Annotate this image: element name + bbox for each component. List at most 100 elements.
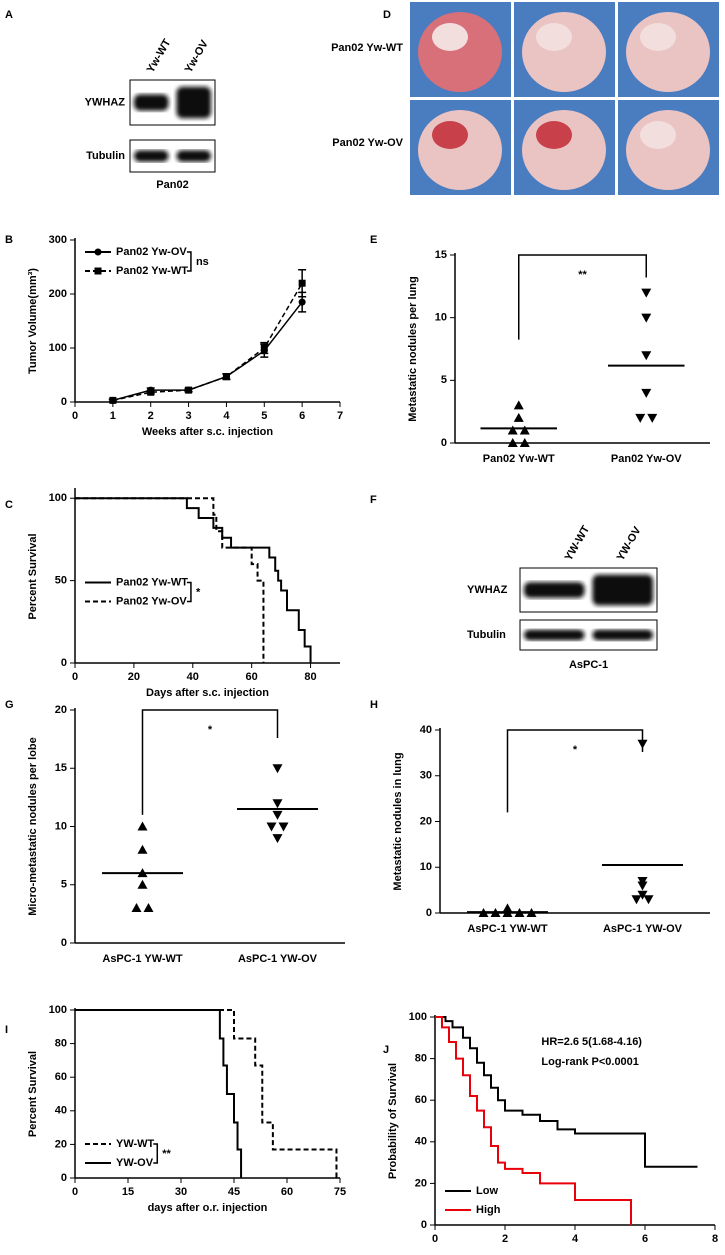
data-point — [137, 844, 148, 854]
y-tick-label: 40 — [55, 1105, 67, 1117]
category-label: AsPC-1 YW-OV — [603, 923, 683, 935]
lane-label: YW-WT — [563, 524, 593, 563]
lung — [522, 12, 606, 92]
data-point — [635, 413, 646, 423]
lane-label: Yw-WT — [145, 37, 174, 75]
panel-letter: B — [5, 234, 13, 246]
category-label: AsPC-1 YW-WT — [467, 923, 548, 935]
significance-bracket — [506, 729, 644, 813]
y-tick-label: 80 — [415, 1053, 427, 1065]
significance-label: ns — [196, 256, 209, 268]
y-axis-title: Percent Survival — [27, 1051, 39, 1137]
data-point — [519, 438, 530, 447]
data-point — [131, 903, 142, 913]
panel-letter: E — [370, 234, 377, 246]
legend-label: YW-WT — [116, 1138, 155, 1150]
data-point — [641, 288, 652, 298]
blot-band — [176, 86, 211, 119]
significance-label: * — [208, 724, 213, 736]
lung-lobe — [432, 121, 468, 149]
y-tick-label: 20 — [420, 815, 432, 827]
legend-label: Pan02 Yw-OV — [116, 246, 187, 258]
lung — [418, 110, 502, 190]
y-tick-label: 100 — [49, 1004, 67, 1016]
survival-curve — [75, 497, 265, 663]
legend-marker — [94, 267, 102, 275]
data-point — [513, 400, 524, 410]
row-label: Tubulin — [86, 150, 125, 162]
x-axis-title: days after o.r. injection — [148, 1202, 268, 1214]
legend-label: Pan02 Yw-WT — [116, 265, 188, 277]
survival-curve — [75, 497, 312, 663]
annotation: Log-rank P<0.0001 — [541, 1056, 639, 1068]
panel-letter: F — [370, 494, 377, 506]
panel-letter: G — [5, 699, 14, 711]
panel-letter: H — [370, 699, 378, 711]
y-axis-title: Metastatic nodules in lung — [392, 752, 404, 890]
panel-letter: J — [383, 1044, 389, 1056]
x-tick-label: 20 — [128, 671, 140, 683]
category-label: AsPC-1 YW-OV — [238, 953, 318, 965]
lung — [418, 12, 502, 92]
significance-bracket — [518, 254, 647, 340]
series-line — [112, 282, 303, 402]
lung-lobe — [432, 23, 468, 51]
x-tick-label: 80 — [304, 671, 316, 683]
category-label: Pan02 Yw-WT — [483, 453, 555, 465]
significance-label: * — [573, 744, 578, 756]
panel-letter: I — [5, 1024, 8, 1036]
x-tick-label: 8 — [712, 1233, 718, 1245]
x-tick-label: 6 — [299, 410, 305, 422]
row-label: Pan02 Yw-WT — [331, 42, 403, 54]
row-label: YWHAZ — [85, 96, 126, 108]
data-point — [641, 388, 652, 398]
x-tick-label: 2 — [148, 410, 154, 422]
blot-band — [524, 582, 585, 598]
lane-label: YW-OV — [615, 524, 644, 563]
survival-curve — [75, 1009, 243, 1178]
data-point — [513, 412, 524, 422]
y-tick-label: 0 — [61, 396, 67, 408]
lung — [626, 110, 710, 190]
legend-label: High — [476, 1204, 501, 1216]
blot-band — [592, 574, 653, 606]
y-tick-label: 40 — [415, 1136, 427, 1148]
y-tick-label: 20 — [55, 1138, 67, 1150]
data-point — [643, 895, 654, 905]
panel-letter: A — [5, 9, 13, 21]
x-tick-label: 5 — [261, 410, 267, 422]
survival-curve — [75, 1009, 338, 1178]
significance-bracket — [141, 709, 279, 815]
row-label: YWHAZ — [467, 584, 508, 596]
category-label: AsPC-1 YW-WT — [102, 953, 183, 965]
y-tick-label: 50 — [55, 575, 67, 587]
x-tick-label: 3 — [186, 410, 192, 422]
x-tick-label: 6 — [642, 1233, 648, 1245]
data-point — [298, 298, 306, 306]
lung-lobe — [536, 23, 572, 51]
y-tick-label: 100 — [409, 1011, 427, 1023]
data-point — [637, 876, 648, 886]
y-tick-label: 100 — [49, 342, 67, 354]
annotation: HR=2.6 5(1.68-4.16) — [541, 1036, 642, 1048]
legend-marker — [94, 248, 102, 256]
blot-band — [176, 150, 211, 162]
y-tick-label: 5 — [61, 879, 67, 891]
row-label: Pan02 Yw-OV — [332, 137, 403, 149]
y-tick-label: 10 — [435, 312, 447, 324]
x-tick-label: 75 — [334, 1186, 346, 1198]
legend-label: Low — [476, 1185, 498, 1197]
data-point — [272, 764, 283, 774]
y-tick-label: 15 — [435, 249, 447, 261]
lane-label: Yw-OV — [183, 38, 211, 75]
y-tick-label: 20 — [55, 704, 67, 716]
x-tick-label: 0 — [432, 1233, 438, 1245]
x-tick-label: 60 — [246, 671, 258, 683]
data-point — [507, 425, 518, 435]
x-tick-label: 0 — [72, 410, 78, 422]
lung — [626, 12, 710, 92]
y-tick-label: 15 — [55, 762, 67, 774]
data-point — [298, 279, 306, 287]
row-label: Tubulin — [467, 629, 506, 641]
blot-band — [592, 629, 653, 641]
